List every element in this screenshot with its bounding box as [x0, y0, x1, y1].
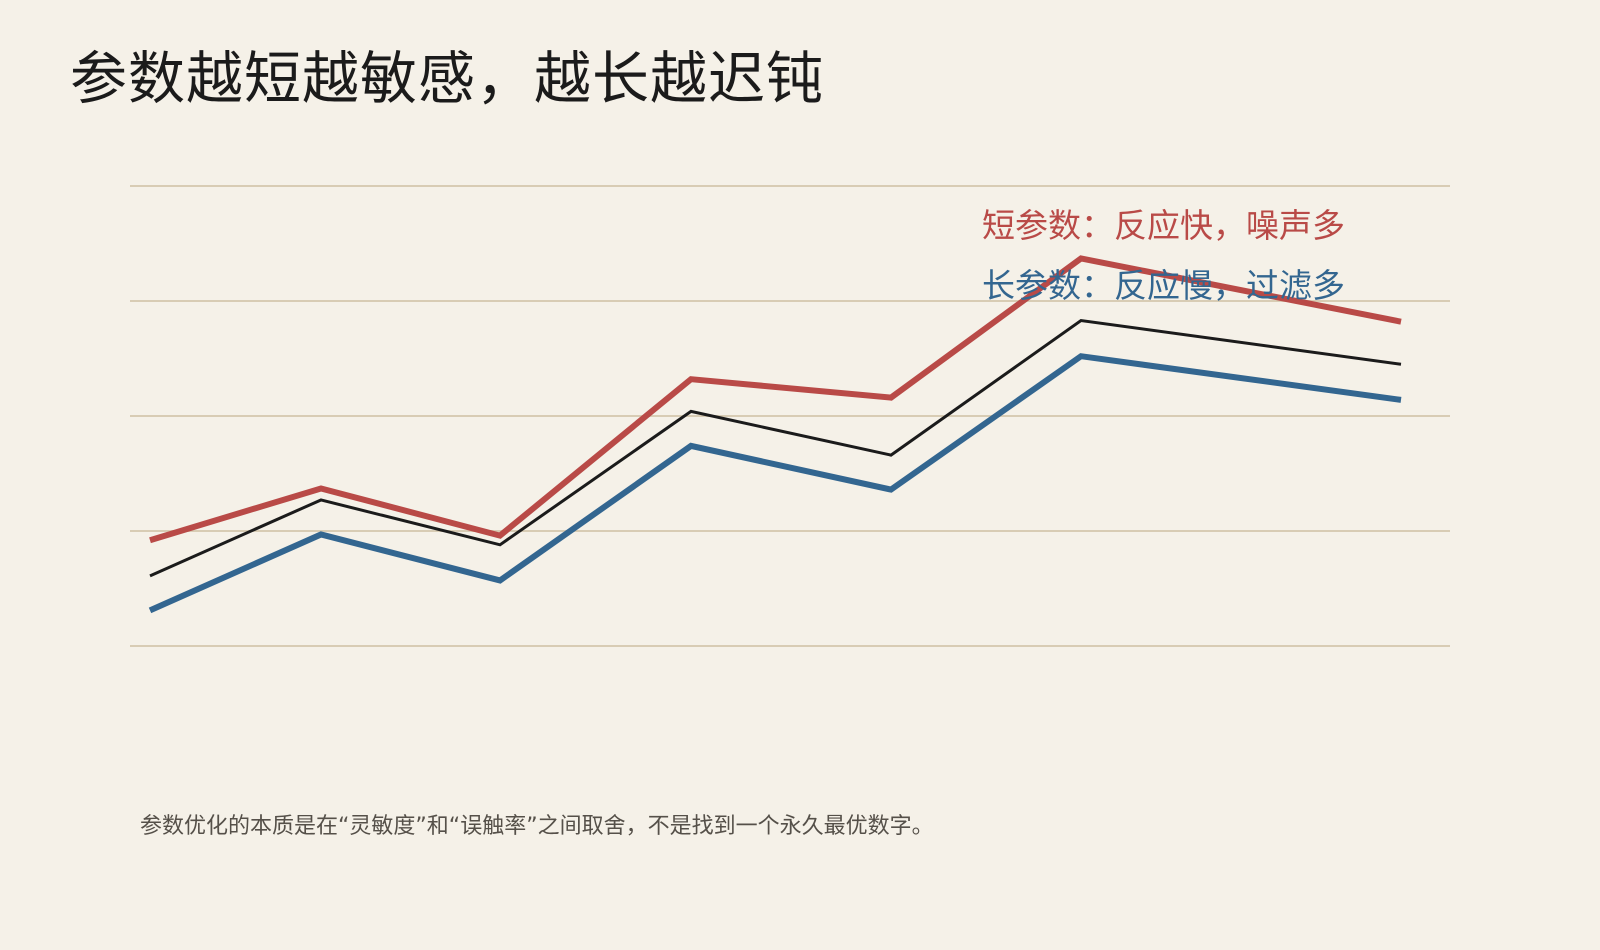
series-line-long — [148, 353, 1402, 614]
series-line-mid — [149, 318, 1402, 578]
legend-label-short: 短参数：反应快，噪声多 — [982, 206, 1345, 245]
series-lines — [148, 255, 1402, 614]
chart-caption: 参数优化的本质是在“灵敏度”和“误触率”之间取舍，不是找到一个永久最优数字。 — [140, 814, 934, 839]
series-line-short — [149, 255, 1402, 544]
chart-title: 参数越短越敏感，越长越迟钝 — [70, 46, 824, 112]
gridlines — [130, 185, 1450, 647]
legend-label-long: 长参数：反应慢，过滤多 — [982, 266, 1345, 305]
